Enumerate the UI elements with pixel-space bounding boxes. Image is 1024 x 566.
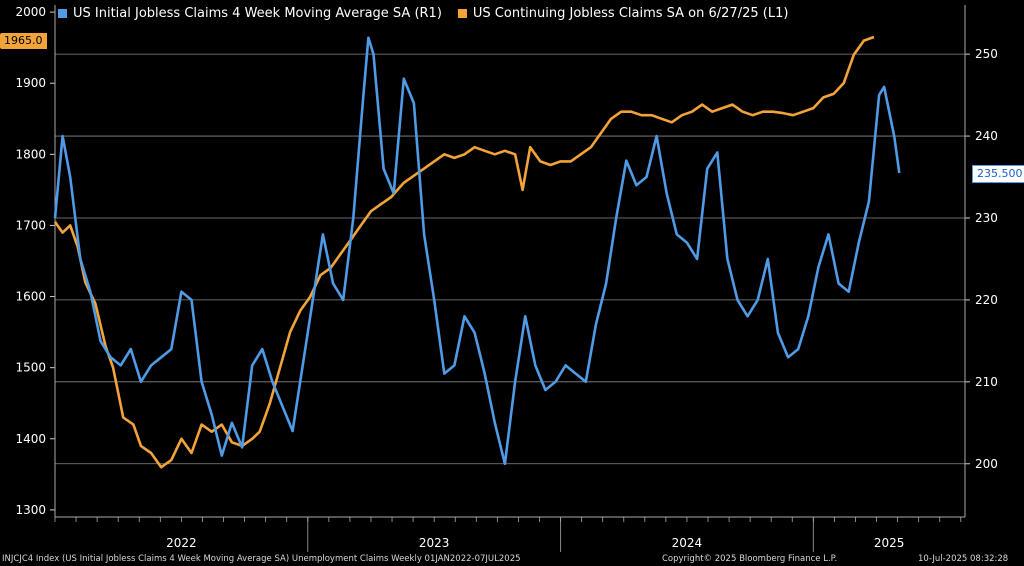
left-axis-tick-label: 1500 (15, 361, 46, 375)
left-axis-tick-label: 1300 (15, 503, 46, 517)
left-axis-tick-label: 1700 (15, 218, 46, 232)
tick-labels: 200 210 220 230 240 250 1300 1400 1500 1600 1700 18… (15, 5, 997, 550)
left-axis-tick-label: 2000 (15, 5, 46, 19)
gridlines (55, 53, 965, 465)
right-axis-tick-label: 200 (975, 457, 998, 471)
right-axis-tick-label: 230 (975, 211, 998, 225)
legend-swatch-orange (457, 9, 467, 18)
left-axis-tick-label: 1800 (15, 147, 46, 161)
x-axis-year-label: 2023 (419, 536, 450, 550)
footer-source: INJCJC4 Index (US Initial Jobless Claims… (2, 554, 521, 564)
right-axis-tick-label: 220 (975, 293, 998, 307)
legend: US Initial Jobless Claims 4 Week Moving … (58, 6, 788, 21)
axes (50, 5, 970, 552)
x-axis-year-label: 2022 (166, 536, 197, 550)
left-axis-tick-label: 1600 (15, 290, 46, 304)
legend-swatch-blue (58, 9, 67, 18)
x-axis-year-label: 2025 (874, 536, 905, 550)
continuing-claims-line (53, 35, 875, 469)
left-axis-tick-label: 1400 (15, 432, 46, 446)
right-axis-tick-label: 250 (975, 47, 998, 61)
right-axis-tick-label: 210 (975, 375, 998, 389)
left-axis-tick-label: 1900 (15, 76, 46, 90)
legend-item-initial-claims: US Initial Jobless Claims 4 Week Moving … (58, 6, 442, 21)
legend-label-initial-claims: US Initial Jobless Claims 4 Week Moving … (73, 6, 442, 21)
right-last-value-tag: 235.500 (972, 165, 1024, 183)
footer-timestamp: 10-Jul-2025 08:32:28 (918, 554, 1009, 564)
legend-item-continuing-claims: US Continuing Jobless Claims SA on 6/27/… (457, 6, 789, 21)
right-axis-tick-label: 240 (975, 129, 998, 143)
left-last-value-tag: 1965.0 (0, 33, 47, 49)
footer-copyright: Copyright© 2025 Bloomberg Finance L.P. (662, 554, 838, 564)
initial-claims-line (53, 36, 901, 466)
footer: INJCJC4 Index (US Initial Jobless Claims… (0, 552, 1024, 566)
series-lines (53, 35, 901, 469)
x-axis-year-label: 2024 (672, 536, 703, 550)
legend-label-continuing-claims: US Continuing Jobless Claims SA on 6/27/… (472, 6, 789, 21)
